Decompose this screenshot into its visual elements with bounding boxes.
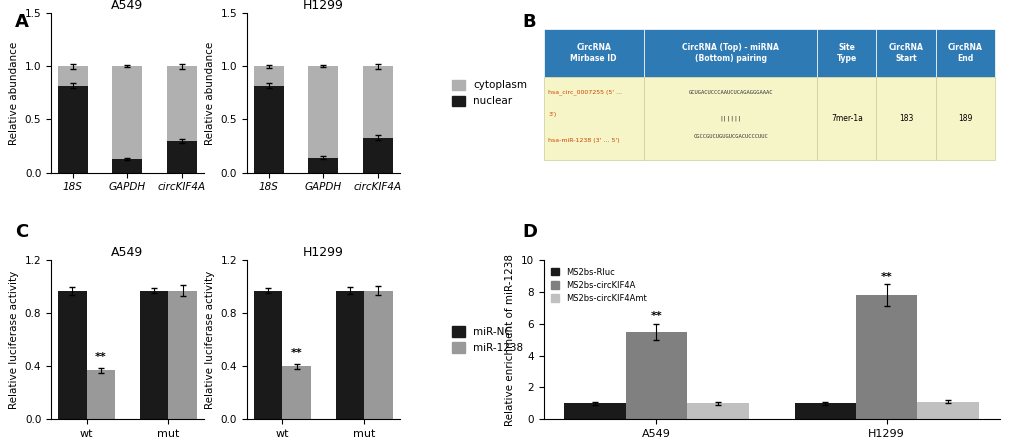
Bar	[816, 77, 875, 160]
Y-axis label: Relative luciferase activity: Relative luciferase activity	[9, 271, 19, 409]
Bar	[167, 140, 197, 173]
Bar	[58, 66, 88, 86]
Legend: miR-NC, miR-1238: miR-NC, miR-1238	[447, 322, 527, 357]
Text: Site
Type: Site Type	[836, 43, 856, 63]
Bar	[112, 66, 143, 159]
Text: B: B	[522, 13, 535, 31]
Text: **: **	[650, 311, 661, 322]
Bar	[282, 366, 311, 419]
Bar	[916, 402, 978, 419]
Bar	[543, 77, 643, 160]
Bar	[363, 66, 392, 137]
Text: CircRNA
Start: CircRNA Start	[888, 43, 922, 63]
Text: C: C	[15, 223, 29, 241]
Bar	[254, 66, 283, 86]
Bar	[58, 291, 87, 419]
Title: A549: A549	[111, 0, 144, 12]
Bar	[643, 29, 816, 77]
Bar	[308, 66, 338, 158]
Text: 7mer-1a: 7mer-1a	[830, 114, 862, 123]
Text: **: **	[880, 272, 892, 281]
Bar	[58, 86, 88, 173]
Bar	[308, 158, 338, 173]
Bar	[543, 29, 643, 77]
Text: ||||||: ||||||	[718, 115, 741, 121]
Bar	[140, 291, 168, 419]
Bar	[794, 403, 855, 419]
Text: 3'): 3')	[547, 112, 555, 117]
Title: A549: A549	[111, 246, 144, 259]
Text: 189: 189	[957, 114, 972, 123]
Title: H1299: H1299	[303, 246, 343, 259]
Text: CircRNA (Top) - miRNA
(Bottom) pairing: CircRNA (Top) - miRNA (Bottom) pairing	[682, 43, 779, 63]
Bar	[625, 332, 687, 419]
Legend: cytoplasm, nuclear: cytoplasm, nuclear	[447, 75, 531, 111]
Bar	[934, 77, 995, 160]
Bar	[364, 291, 392, 419]
Text: CircRNA
Mirbase ID: CircRNA Mirbase ID	[570, 43, 616, 63]
Bar	[875, 77, 934, 160]
Bar	[168, 291, 197, 419]
Text: hsa-miR-1238 (3' ... 5'): hsa-miR-1238 (3' ... 5')	[547, 137, 620, 143]
Bar	[254, 291, 282, 419]
Bar	[363, 137, 392, 173]
Bar	[254, 86, 283, 173]
Text: CGCCGUCUGUGUCGACUCCCUUC: CGCCGUCUGUGUCGACUCCCUUC	[693, 134, 767, 139]
Bar	[855, 295, 916, 419]
Text: CircRNA
End: CircRNA End	[947, 43, 982, 63]
Bar	[112, 159, 143, 173]
Text: GCUGACUCCCAAUCUCAGAGGGAAAC: GCUGACUCCCAAUCUCAGAGGGAAAC	[688, 90, 772, 95]
Title: H1299: H1299	[303, 0, 343, 12]
Bar	[816, 29, 875, 77]
Bar	[875, 29, 934, 77]
Text: **: **	[95, 352, 107, 362]
Bar	[87, 370, 115, 419]
Bar	[934, 29, 995, 77]
Y-axis label: Relative abundance: Relative abundance	[9, 41, 19, 145]
Bar	[564, 403, 625, 419]
Text: A: A	[15, 13, 30, 31]
Bar	[335, 291, 364, 419]
Bar	[167, 66, 197, 140]
Y-axis label: Relative abundance: Relative abundance	[205, 41, 215, 145]
Y-axis label: Relative enrichment of miR-1238: Relative enrichment of miR-1238	[504, 254, 515, 425]
Text: 183: 183	[898, 114, 912, 123]
Text: **: **	[290, 348, 303, 358]
Text: D: D	[522, 223, 537, 241]
Y-axis label: Relative luciferase activity: Relative luciferase activity	[205, 271, 215, 409]
Text: hsa_circ_0007255 (5' ...: hsa_circ_0007255 (5' ...	[547, 90, 622, 95]
Bar	[687, 403, 748, 419]
Legend: MS2bs-Rluc, MS2bs-circKIF4A, MS2bs-circKIF4Amt: MS2bs-Rluc, MS2bs-circKIF4A, MS2bs-circK…	[547, 264, 649, 306]
Bar	[643, 77, 816, 160]
